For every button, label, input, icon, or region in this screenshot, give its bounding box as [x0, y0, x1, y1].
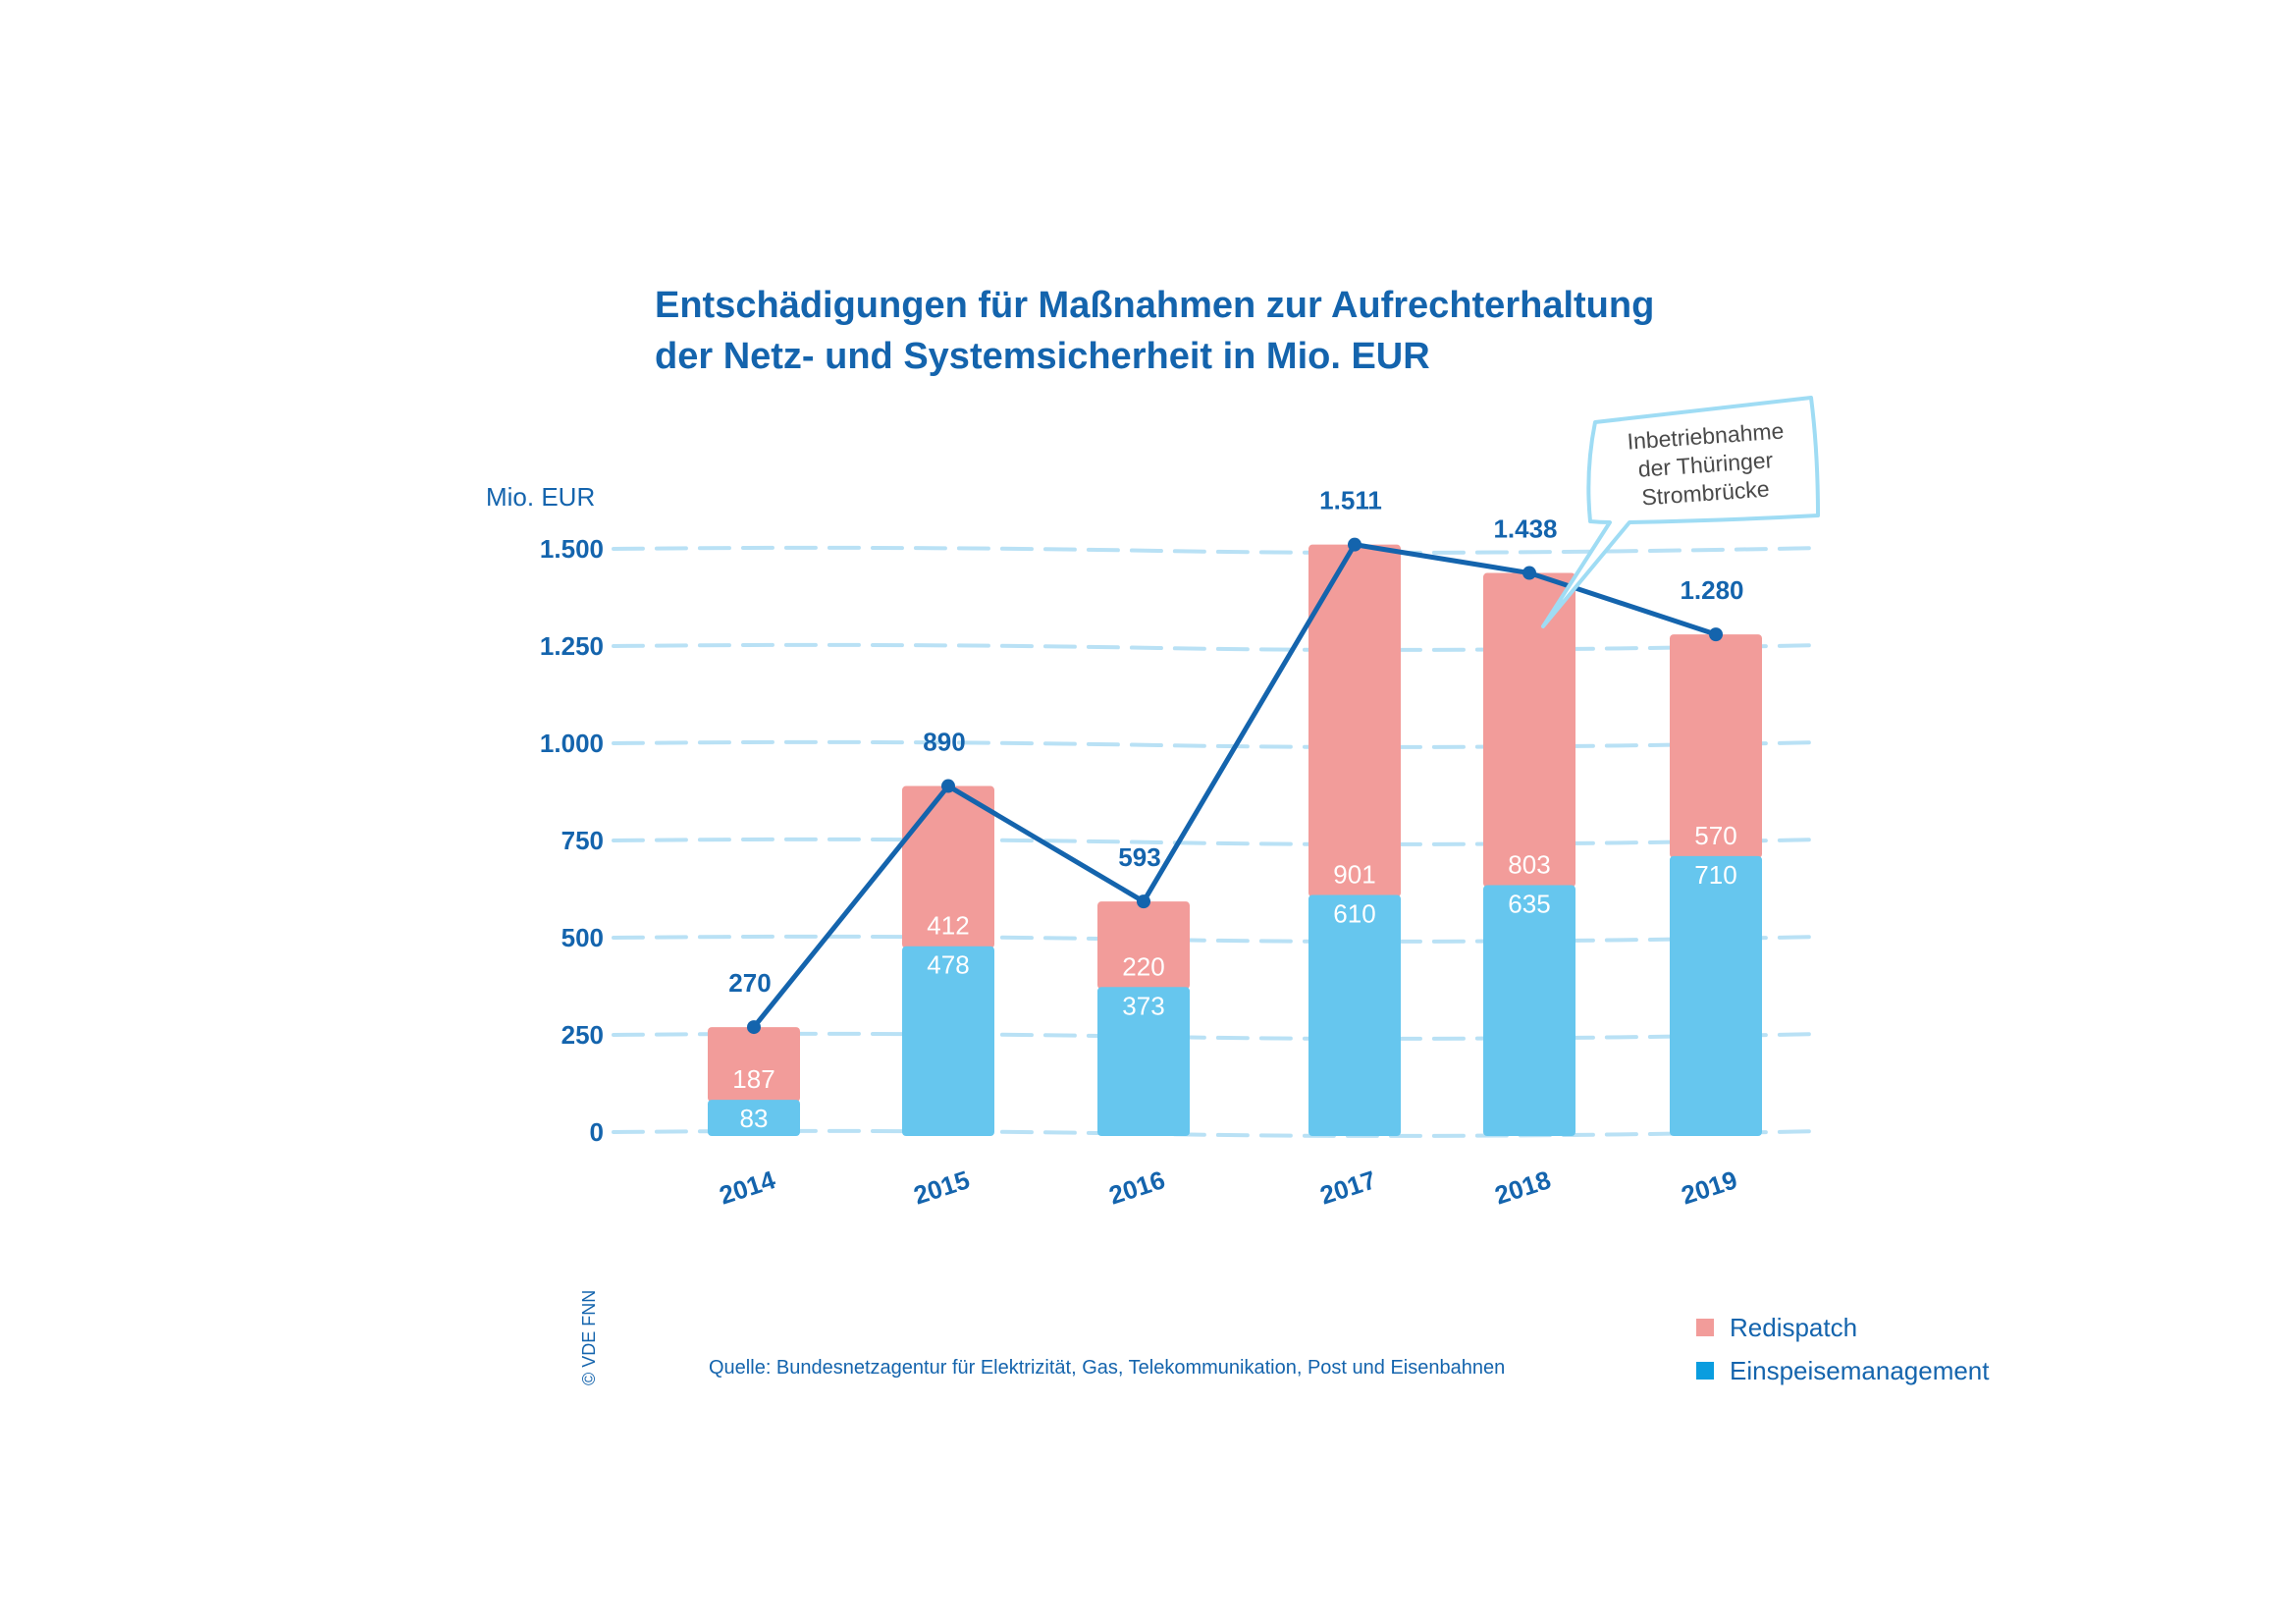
annotation-bubble [1541, 396, 1820, 628]
segment-label-einspeisemanagement: 83 [740, 1104, 769, 1133]
total-line-point [1348, 537, 1362, 552]
bar-redispatch [1483, 572, 1575, 888]
total-label: 1.511 [1319, 486, 1382, 515]
segment-label-redispatch: 570 [1694, 821, 1736, 850]
bar-einspeisemanagement [708, 1100, 800, 1136]
legend-item-redispatch: Redispatch [1696, 1306, 1990, 1349]
y-tick-label: 250 [561, 1020, 604, 1050]
y-tick-label: 1.000 [540, 729, 604, 758]
y-tick-label: 1.500 [540, 534, 604, 564]
segment-label-einspeisemanagement: 610 [1333, 898, 1375, 928]
segment-label-redispatch: 187 [732, 1064, 774, 1094]
segment-label-redispatch: 220 [1122, 951, 1164, 981]
segment-label-einspeisemanagement: 710 [1694, 860, 1736, 890]
segment-label-redispatch: 901 [1333, 859, 1375, 889]
x-tick-label: 2014 [716, 1164, 779, 1211]
total-line-point [1137, 894, 1150, 909]
grid-line [612, 642, 1823, 652]
total-label: 593 [1118, 842, 1160, 872]
total-label: 1.438 [1493, 514, 1557, 544]
segment-label-einspeisemanagement: 373 [1122, 991, 1164, 1020]
x-tick-label: 2016 [1105, 1164, 1168, 1210]
grid-line [612, 837, 1823, 846]
segment-label-einspeisemanagement: 478 [927, 950, 969, 980]
y-axis-label: Mio. EUR [486, 482, 595, 512]
segment-label-redispatch: 803 [1508, 850, 1550, 880]
x-tick-label: 2019 [1678, 1164, 1740, 1210]
total-label: 270 [728, 968, 771, 998]
total-line-point [941, 779, 955, 793]
y-axis-ticks: 0 250 500 750 1.000 1.250 1.500 [540, 534, 604, 1147]
bars [708, 544, 1762, 1136]
total-line [747, 537, 1723, 1035]
bar-einspeisemanagement [1308, 894, 1401, 1136]
y-tick-label: 1.250 [540, 631, 604, 661]
bar-redispatch [708, 1027, 800, 1103]
copyright-notice: © VDE FNN [579, 1289, 599, 1385]
legend-label-einspeisemanagement: Einspeisemanagement [1730, 1355, 1990, 1385]
bar-einspeisemanagement [1670, 855, 1762, 1136]
annotation-callout: Inbetriebnahme der Thüringer Strombrücke [1541, 396, 1820, 628]
title-line-1: Entschädigungen für Maßnahmen zur Aufrec… [655, 285, 1655, 326]
grid-line [612, 739, 1823, 749]
title-line-2: der Netz- und Systemsicherheit in Mio. E… [655, 336, 1430, 377]
legend-item-einspeisemanagement: Einspeisemanagement [1696, 1349, 1990, 1392]
x-tick-label: 2018 [1491, 1164, 1554, 1210]
bar-redispatch [902, 785, 994, 948]
bar-redispatch [1097, 901, 1190, 990]
total-line-point [1709, 627, 1723, 642]
total-line-point [747, 1020, 761, 1035]
bar-einspeisemanagement [902, 946, 994, 1136]
segment-label-einspeisemanagement: 635 [1508, 890, 1550, 919]
grid-line [612, 545, 1823, 555]
total-line-point [1522, 566, 1536, 580]
chart-title: Entschädigungen für Maßnahmen zur Aufrec… [655, 280, 1654, 382]
legend-label-redispatch: Redispatch [1730, 1312, 1858, 1342]
source-note: Quelle: Bundesnetzagentur für Elektrizit… [709, 1357, 1506, 1379]
legend-swatch-einspeisemanagement [1696, 1362, 1714, 1380]
total-label: 890 [923, 728, 965, 757]
y-tick-label: 750 [561, 826, 604, 855]
y-tick-label: 0 [590, 1117, 604, 1147]
segment-label-redispatch: 412 [927, 911, 969, 941]
total-labels: 270 890 593 1.511 1.438 1.280 [728, 486, 1743, 998]
total-label: 1.280 [1680, 575, 1743, 605]
grid-line [612, 934, 1823, 944]
bar-redispatch [1670, 634, 1762, 858]
legend: Redispatch Einspeisemanagement [1696, 1306, 1990, 1392]
legend-swatch-redispatch [1696, 1319, 1714, 1336]
total-line-path [751, 542, 1719, 1030]
y-tick-label: 500 [561, 923, 604, 952]
x-axis-ticks: 2014 2015 2016 2017 2018 2019 [716, 1164, 1740, 1211]
bar-redispatch [1308, 544, 1401, 897]
x-tick-label: 2017 [1316, 1164, 1379, 1210]
segment-labels: 83 187 478 412 373 220 610 901 635 803 710 570 [732, 821, 1736, 1133]
bar-einspeisemanagement [1097, 987, 1190, 1136]
bar-einspeisemanagement [1483, 885, 1575, 1136]
x-tick-label: 2015 [910, 1164, 973, 1210]
